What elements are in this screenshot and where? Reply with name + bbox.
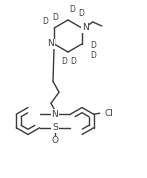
Text: D: D: [42, 17, 48, 25]
Text: D: D: [90, 51, 96, 59]
Text: D: D: [90, 41, 96, 51]
Text: N: N: [82, 23, 89, 33]
Text: D: D: [61, 56, 67, 66]
Text: D: D: [70, 56, 76, 66]
Text: O: O: [51, 136, 59, 145]
Text: N: N: [47, 40, 54, 48]
Text: D: D: [52, 14, 58, 22]
Text: D: D: [69, 6, 75, 14]
Text: N: N: [52, 110, 58, 119]
Text: S: S: [52, 123, 58, 132]
Text: Cl: Cl: [105, 109, 114, 118]
Text: D: D: [78, 9, 84, 17]
